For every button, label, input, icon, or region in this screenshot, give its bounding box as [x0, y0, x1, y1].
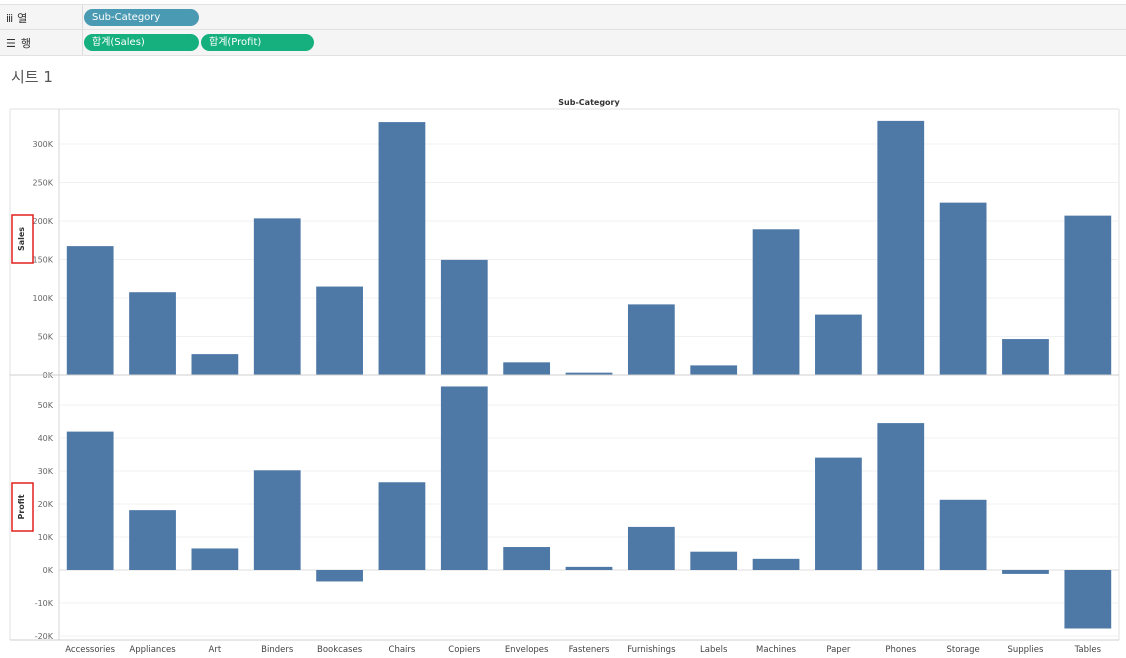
- pill-sub-category[interactable]: Sub-Category: [84, 9, 199, 26]
- sales-axis-label: Sales: [17, 227, 26, 251]
- category-label: Phones: [885, 645, 916, 655]
- sales-bar: [1002, 339, 1049, 375]
- category-label: Tables: [1074, 645, 1102, 655]
- columns-icon: iii: [6, 11, 13, 25]
- profit-bar: [316, 570, 363, 582]
- profit-tick-label: 30K: [38, 467, 54, 476]
- profit-bar: [1064, 570, 1112, 629]
- sales-tick-label: 150K: [32, 256, 53, 265]
- category-label: Paper: [826, 645, 851, 655]
- rows-shelf: ☰ 행 합계(Sales) 합계(Profit): [0, 30, 1126, 56]
- sales-bar: [66, 246, 114, 375]
- shelf-divider: [82, 30, 83, 55]
- category-label: Furnishings: [627, 645, 676, 655]
- profit-tick-label: -10K: [35, 599, 54, 608]
- category-label: Appliances: [129, 645, 176, 655]
- sales-axis-highlight: [11, 214, 34, 264]
- profit-bar: [815, 457, 862, 570]
- category-label: Binders: [261, 645, 294, 655]
- category-label: Bookcases: [317, 645, 363, 655]
- sales-tick-label: 200K: [32, 217, 53, 226]
- sales-bar: [815, 314, 862, 375]
- sheet-title: 시트 1: [11, 68, 53, 86]
- profit-bar: [503, 547, 551, 570]
- profit-bar: [440, 386, 488, 570]
- profit-tick-label: 40K: [38, 434, 54, 443]
- profit-bar: [378, 482, 426, 570]
- profit-axis-highlight: [11, 482, 34, 532]
- profit-tick-label: -20K: [35, 632, 54, 641]
- shelf-divider: [82, 5, 83, 30]
- columns-shelf-label: iii 열: [6, 10, 27, 26]
- profit-bar: [877, 423, 925, 570]
- profit-bar: [129, 510, 176, 570]
- category-label: Copiers: [448, 645, 481, 655]
- rows-label-text: 행: [20, 37, 31, 50]
- profit-bar: [191, 548, 239, 570]
- profit-bar: [939, 499, 987, 570]
- sales-bar: [627, 304, 675, 375]
- sales-bar: [690, 365, 738, 375]
- profit-bar: [565, 566, 613, 570]
- sales-tick-label: 300K: [32, 140, 53, 149]
- sales-tick-label: 250K: [32, 179, 53, 188]
- chart-title: Sub-Category: [558, 98, 620, 107]
- pill-sum-sales[interactable]: 합계(Sales): [84, 34, 199, 51]
- category-label: Labels: [700, 645, 728, 655]
- profit-bar: [690, 551, 738, 570]
- profit-tick-label: 0K: [43, 566, 54, 575]
- sales-bar: [1064, 215, 1112, 375]
- sales-bar: [752, 229, 800, 375]
- profit-bar: [752, 558, 800, 570]
- columns-label-text: 열: [17, 12, 28, 25]
- sales-bar: [129, 292, 176, 375]
- profit-tick-label: 20K: [38, 500, 54, 509]
- sales-bar: [939, 202, 987, 375]
- sales-bar: [378, 122, 426, 375]
- profit-axis-label: Profit: [17, 494, 26, 519]
- sales-bar: [565, 372, 613, 375]
- rows-shelf-label: ☰ 행: [6, 35, 31, 51]
- category-label: Envelopes: [505, 645, 549, 655]
- category-label: Supplies: [1007, 645, 1044, 655]
- category-label: Art: [209, 645, 222, 655]
- pill-sum-profit[interactable]: 합계(Profit): [201, 34, 314, 51]
- category-label: Chairs: [389, 645, 416, 655]
- category-label: Fasteners: [569, 645, 610, 655]
- category-label: Storage: [946, 645, 979, 655]
- category-label: Accessories: [65, 645, 115, 655]
- category-label: Machines: [756, 645, 797, 655]
- sales-tick-label: 100K: [32, 294, 53, 303]
- sales-bar: [877, 120, 925, 375]
- profit-bar: [253, 470, 301, 570]
- profit-tick-label: 10K: [38, 533, 54, 542]
- sales-bar: [503, 362, 551, 375]
- profit-tick-label: 50K: [38, 401, 54, 410]
- profit-bar: [627, 526, 675, 570]
- profit-bar: [1002, 570, 1049, 574]
- rows-icon: ☰: [6, 36, 16, 50]
- profit-bar: [66, 431, 114, 570]
- columns-shelf: iii 열 Sub-Category: [0, 4, 1126, 30]
- sales-bar: [316, 286, 363, 375]
- sales-bar: [191, 354, 239, 375]
- sales-bar: [440, 259, 488, 375]
- sales-bar: [253, 218, 301, 375]
- sales-tick-label: 50K: [38, 333, 54, 342]
